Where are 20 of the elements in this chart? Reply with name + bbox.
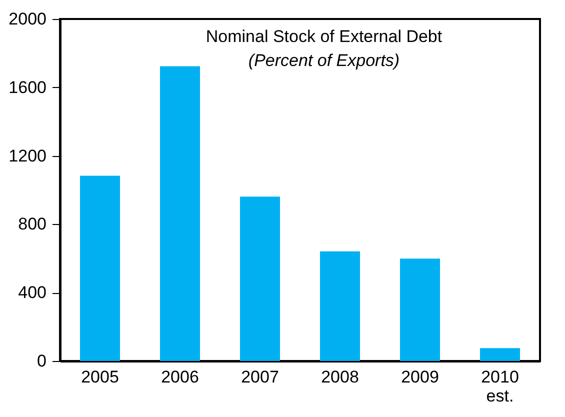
bar — [160, 66, 200, 361]
x-tick-label: 2009 — [401, 368, 439, 386]
bar — [400, 258, 440, 361]
bar — [320, 251, 360, 361]
y-tick-label: 1600 — [8, 78, 46, 97]
y-tick-label: 0 — [37, 352, 46, 370]
x-tick-label: 2006 — [161, 368, 199, 386]
bar — [240, 196, 280, 361]
bar — [80, 176, 120, 361]
y-tick-label: 400 — [18, 283, 46, 302]
text: (Percent of Exports) — [248, 51, 400, 70]
bar — [480, 348, 520, 361]
text: Nominal Stock of External Debt — [206, 27, 442, 46]
x-tick-label: 2005 — [81, 368, 119, 386]
x-tick-label: 2008 — [321, 368, 359, 386]
x-tick-label: 2010 est. — [481, 368, 519, 406]
y-tick-label: 800 — [18, 214, 46, 234]
x-tick-label: 2007 — [241, 368, 279, 386]
y-tick-label: 2000 — [8, 10, 46, 28]
y-tick-label: 1200 — [8, 146, 46, 166]
